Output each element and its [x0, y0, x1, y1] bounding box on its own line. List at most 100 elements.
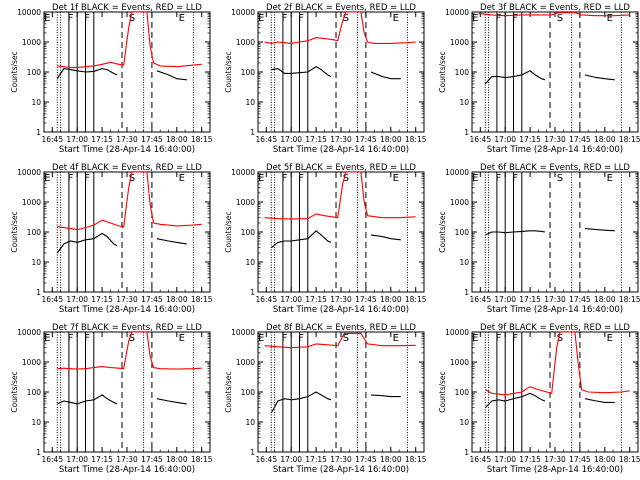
x-axis-label: Start Time (28-Apr-14 16:40:00): [273, 305, 409, 315]
x-tick-label: 18:15: [619, 135, 640, 144]
interval-marker: F: [282, 13, 288, 24]
interval-marker: F: [84, 333, 90, 344]
x-tick-label: 17:00: [494, 455, 516, 464]
x-axis-label: Start Time (28-Apr-14 16:40:00): [59, 145, 195, 155]
y-axis-label: Counts/sec: [438, 371, 447, 412]
panel-title: Det 2f BLACK = Events, RED = LLD: [266, 3, 416, 13]
x-tick-label: 18:15: [191, 295, 213, 304]
y-tick-label: 100: [241, 68, 256, 77]
series-line-lld: [264, 12, 416, 44]
x-tick-label: 17:15: [91, 135, 113, 144]
y-tick-label: 100: [27, 228, 42, 237]
x-tick-label: 18:15: [405, 455, 427, 464]
series-line-lld: [57, 12, 202, 69]
x-tick-label: 18:15: [191, 135, 213, 144]
series-line-lld: [57, 172, 202, 231]
x-axis-label: Start Time (28-Apr-14 16:40:00): [273, 465, 409, 475]
x-tick-label: 18:00: [166, 455, 188, 464]
interval-marker: E: [258, 13, 264, 24]
x-tick-label: 17:00: [494, 295, 516, 304]
interval-marker: S: [343, 173, 349, 184]
x-tick-label: 17:45: [355, 135, 377, 144]
y-tick-label: 10: [31, 418, 41, 427]
interval-marker: F: [282, 173, 288, 184]
interval-marker: S: [343, 333, 349, 344]
y-axis-label: Counts/sec: [10, 211, 19, 252]
x-tick-label: 17:15: [305, 455, 327, 464]
x-tick-label: 17:15: [91, 295, 113, 304]
y-tick-label: 10: [245, 258, 255, 267]
interval-marker: E: [179, 13, 185, 24]
y-tick-label: 10: [31, 98, 41, 107]
panel-title: Det 8f BLACK = Events, RED = LLD: [266, 323, 416, 333]
y-tick-label: 10000: [17, 168, 41, 177]
x-tick-label: 17:45: [569, 295, 591, 304]
series-line-events: [57, 394, 187, 405]
interval-marker: S: [129, 13, 135, 24]
panel-title: Det 3f BLACK = Events, RED = LLD: [480, 3, 630, 13]
x-tick-label: 17:00: [280, 135, 302, 144]
x-tick-label: 18:00: [380, 295, 402, 304]
interval-marker: E: [472, 333, 478, 344]
series-line-events: [484, 392, 615, 409]
series-line-events: [56, 232, 187, 254]
interval-marker: F: [68, 333, 74, 344]
y-tick-label: 1: [250, 448, 255, 457]
x-tick-label: 17:30: [544, 455, 566, 464]
x-axis-label: Start Time (28-Apr-14 16:40:00): [59, 465, 195, 475]
interval-marker: F: [496, 13, 502, 24]
x-tick-label: 17:30: [116, 135, 138, 144]
x-tick-label: 17:15: [91, 455, 113, 464]
x-tick-label: 18:00: [594, 455, 616, 464]
interval-marker: S: [129, 333, 135, 344]
interval-marker: E: [258, 173, 264, 184]
interval-marker: E: [393, 13, 399, 24]
interval-marker: E: [179, 333, 185, 344]
interval-marker: E: [258, 333, 264, 344]
x-tick-label: 18:00: [166, 135, 188, 144]
x-tick-label: 17:15: [305, 295, 327, 304]
x-tick-label: 17:00: [494, 135, 516, 144]
interval-marker: E: [393, 173, 399, 184]
y-tick-label: 1000: [236, 198, 255, 207]
panel-title: Det 4f BLACK = Events, RED = LLD: [52, 163, 202, 173]
x-axis-label: Start Time (28-Apr-14 16:40:00): [487, 465, 623, 475]
x-tick-label: 17:30: [330, 455, 352, 464]
x-tick-label: 17:30: [116, 455, 138, 464]
x-tick-label: 16:45: [255, 295, 277, 304]
y-tick-label: 10: [31, 258, 41, 267]
x-tick-label: 17:45: [569, 135, 591, 144]
panel-8: Det 8f BLACK = Events, RED = LLD 1 10 100 10…: [224, 323, 427, 475]
x-tick-label: 18:00: [380, 455, 402, 464]
y-tick-label: 1: [36, 288, 41, 297]
x-tick-label: 18:15: [191, 455, 213, 464]
interval-marker: S: [343, 13, 349, 24]
y-axis-label: Counts/sec: [10, 371, 19, 412]
interval-marker: E: [472, 13, 478, 24]
y-tick-label: 100: [27, 388, 42, 397]
x-tick-label: 16:45: [469, 295, 491, 304]
y-tick-label: 10000: [445, 328, 469, 337]
panel-5: Det 5f BLACK = Events, RED = LLD 1 10 100 10…: [224, 163, 427, 315]
interval-marker: S: [557, 13, 563, 24]
y-axis-label: Counts/sec: [438, 211, 447, 252]
y-tick-label: 100: [27, 68, 42, 77]
x-tick-label: 16:45: [255, 135, 277, 144]
series-line-events: [56, 68, 187, 81]
series-line-events: [485, 228, 615, 236]
y-tick-label: 100: [455, 388, 470, 397]
y-tick-label: 1000: [450, 38, 469, 47]
y-tick-label: 10000: [231, 328, 255, 337]
y-tick-label: 100: [241, 388, 256, 397]
interval-marker: F: [496, 173, 502, 184]
panel-6: Det 6f BLACK = Events, RED = LLD 1 10 100 10…: [438, 163, 640, 315]
x-tick-label: 16:45: [41, 455, 63, 464]
x-tick-label: 18:00: [594, 135, 616, 144]
panel-title: Det 9f BLACK = Events, RED = LLD: [480, 323, 630, 333]
y-tick-label: 10: [245, 98, 255, 107]
interval-marker: F: [298, 333, 304, 344]
x-tick-label: 17:30: [544, 295, 566, 304]
x-tick-label: 17:00: [66, 455, 88, 464]
interval-marker: F: [68, 13, 74, 24]
x-tick-label: 18:00: [380, 135, 402, 144]
